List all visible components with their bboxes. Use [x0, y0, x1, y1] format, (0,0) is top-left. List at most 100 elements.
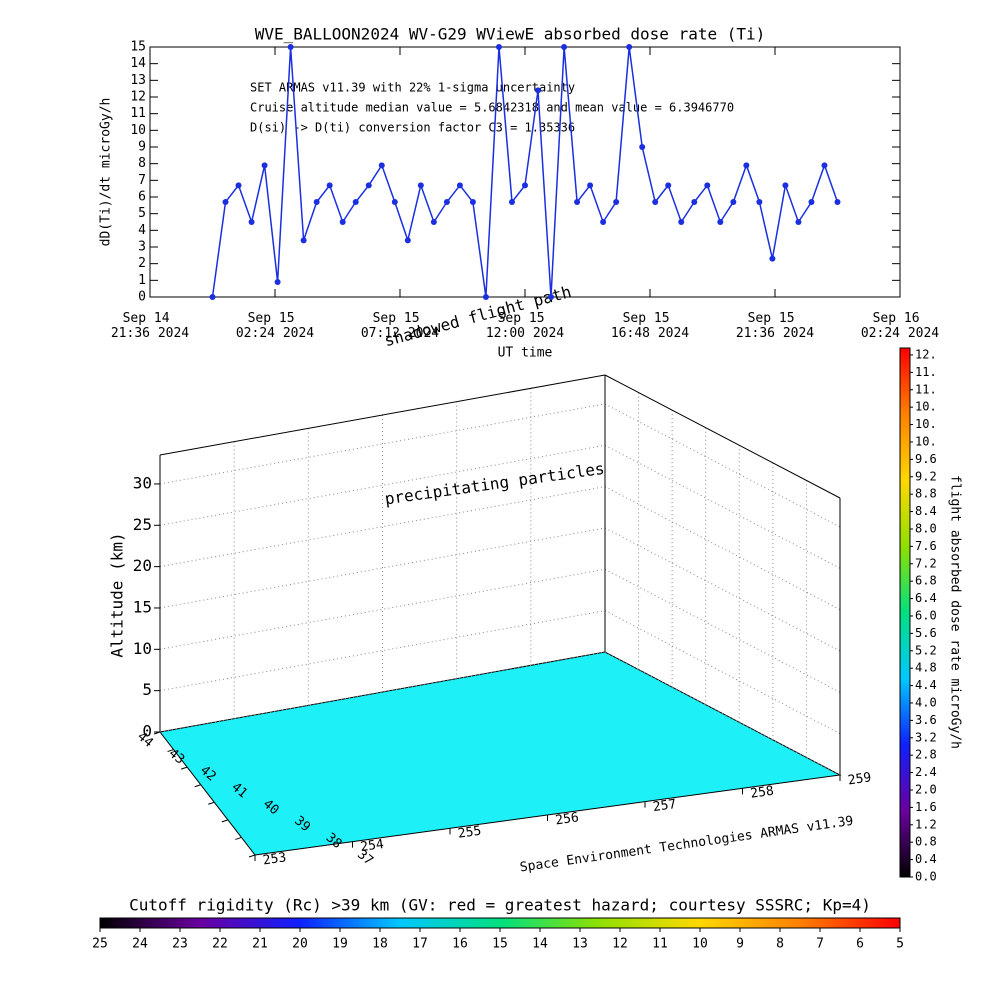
data-point — [456, 182, 463, 189]
grid-line — [159, 568, 606, 650]
data-point — [222, 199, 229, 205]
data-point — [495, 44, 502, 50]
grid-line — [604, 568, 841, 693]
x-axis-label: UT time — [498, 346, 553, 361]
colorbar-tick-label: 8.4 — [915, 504, 937, 518]
y-tick-label: 2 — [138, 256, 146, 271]
colorbar-tick-label: 2.4 — [915, 765, 937, 779]
data-point — [287, 44, 294, 50]
grid-line — [604, 527, 841, 652]
x-tick-label: Sep 15 12:00 2024 — [486, 311, 564, 341]
colorbar-tick-label: 14 — [532, 937, 548, 952]
y-tick-label: 14 — [130, 56, 146, 71]
grid-line — [159, 610, 606, 692]
y-tick — [248, 854, 256, 858]
colorbar-tick-label: 12. — [915, 347, 937, 361]
data-point — [508, 199, 515, 205]
colorbar-tick-label: 4.4 — [915, 678, 937, 692]
z-tick-label: 0 — [142, 722, 152, 741]
z-tick-label: 25 — [133, 515, 152, 534]
data-point — [665, 182, 672, 189]
colorbar-tick-label: 5.6 — [915, 626, 937, 640]
colorbar-tick-label: 6.8 — [915, 574, 937, 588]
data-point — [743, 162, 750, 169]
data-point — [391, 199, 398, 205]
colorbar-tick-label: 1.6 — [915, 800, 937, 814]
data-point — [626, 44, 633, 50]
colorbar-tick-label: 16 — [452, 937, 468, 952]
grid-line — [159, 444, 606, 526]
colorbar-tick-label: 20 — [292, 937, 308, 952]
colorbar-tick-label: 2.0 — [915, 782, 937, 796]
colorbar-tick-label: 11. — [915, 365, 937, 379]
data-point — [522, 182, 528, 189]
data-point — [782, 182, 789, 189]
grid-line — [604, 486, 841, 611]
colorbar-tick-label: 0.4 — [915, 852, 937, 866]
colorbar-label: flight absorbed dose rate microGy/h — [948, 475, 963, 749]
data-point — [326, 182, 333, 189]
colorbar-tick-label: 10. — [915, 434, 937, 448]
colorbar-tick-label: 21 — [252, 937, 268, 952]
y-tick — [235, 836, 242, 840]
z-tick-label: 5 — [142, 680, 152, 699]
data-point — [469, 199, 476, 205]
grid-line — [604, 651, 841, 776]
y-tick — [194, 784, 201, 788]
data-point — [652, 199, 659, 205]
colorbar-tick-label: 17 — [412, 937, 428, 952]
data-point — [404, 237, 411, 244]
y-tick-label: 4 — [138, 223, 146, 238]
data-point — [443, 199, 450, 205]
colorbar-tick-label: 23 — [172, 937, 188, 952]
y-tick-label: 5 — [138, 206, 146, 221]
box-edge — [159, 374, 606, 456]
x-tick-label: 258 — [749, 784, 774, 802]
colorbar-tick-label: 10. — [915, 417, 937, 431]
data-point — [300, 237, 307, 244]
box-edge — [604, 374, 841, 499]
colorbar-tick-label: 0.0 — [915, 870, 937, 884]
colorbar-tick-label: 9.6 — [915, 452, 937, 466]
data-point — [378, 162, 385, 169]
colorbar-tick-label: 3.2 — [915, 730, 937, 744]
data-point — [717, 219, 724, 225]
annotation: D(si) -> D(ti) conversion factor C3 = 1.… — [250, 121, 575, 135]
grid-line — [604, 444, 841, 569]
data-point — [235, 182, 242, 189]
colorbar-tick-label: 13 — [572, 937, 588, 952]
data-point — [600, 219, 607, 225]
colorbar-tick-label: 8.0 — [915, 521, 937, 535]
data-point — [417, 182, 424, 189]
data-point — [274, 279, 281, 285]
colorbar — [899, 347, 911, 878]
x-tick-label: Sep 15 02:24 2024 — [236, 311, 314, 341]
x-tick-label: 253 — [262, 850, 287, 868]
grid-line — [604, 610, 841, 735]
y-tick — [221, 819, 229, 823]
data-point — [430, 219, 437, 225]
data-point — [730, 199, 737, 205]
y-tick-label: 15 — [130, 40, 146, 55]
z-tick-label: 15 — [133, 597, 152, 616]
y-tick-label: 6 — [138, 190, 146, 205]
annotation: Cruise altitude median value = 5.6842318… — [250, 101, 734, 115]
data-point — [639, 144, 646, 150]
colorbar-tick-label: 6 — [856, 937, 864, 952]
y-tick — [208, 801, 215, 805]
colorbar-tick-label: 18 — [372, 937, 388, 952]
annotation: SET ARMAS v11.39 with 22% 1-sigma uncert… — [250, 81, 575, 95]
data-point — [587, 182, 594, 189]
colorbar-tick-label: 24 — [132, 937, 148, 952]
y-tick — [180, 766, 188, 770]
y-tick-label: 1 — [138, 273, 146, 288]
colorbar — [99, 917, 901, 929]
data-point — [704, 182, 711, 189]
colorbar-tick-label: 10. — [915, 400, 937, 414]
data-point — [209, 294, 216, 300]
colorbar-tick-label: 7.6 — [915, 539, 937, 553]
data-point — [365, 182, 372, 189]
colorbar-tick-label: 15 — [492, 937, 508, 952]
